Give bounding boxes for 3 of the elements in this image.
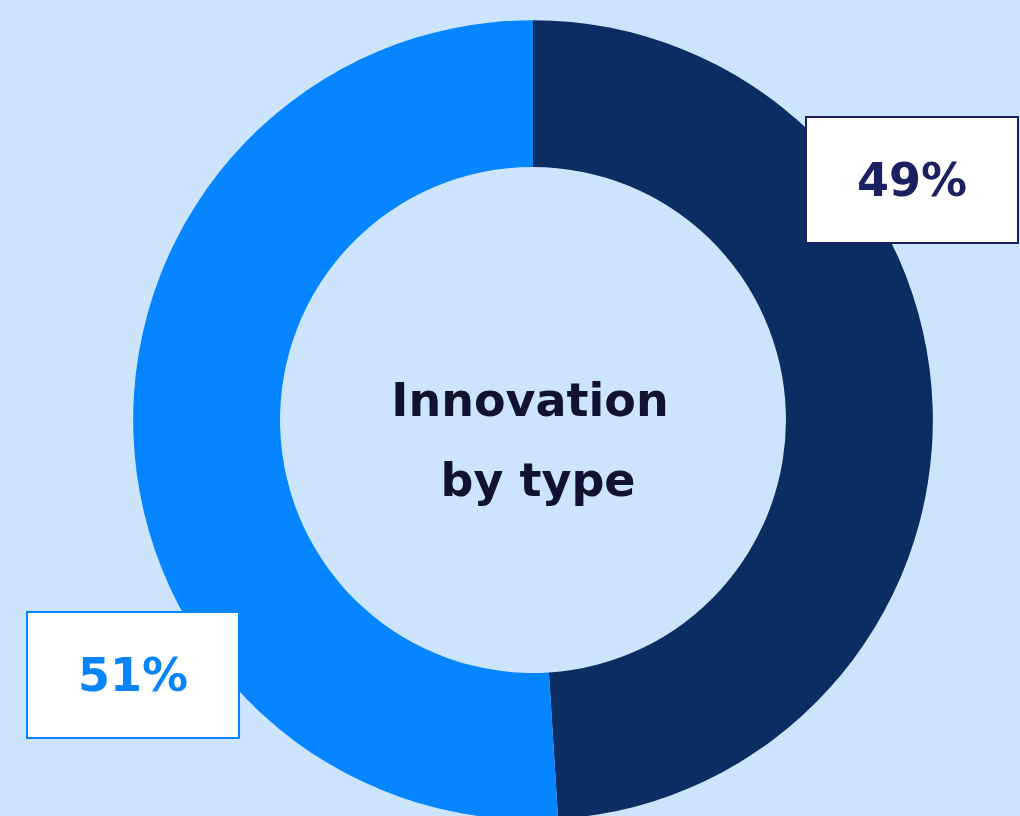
data-label: 49% — [856, 153, 968, 207]
text: Innovation by type — [391, 373, 685, 507]
data-label: 51% — [77, 648, 189, 702]
